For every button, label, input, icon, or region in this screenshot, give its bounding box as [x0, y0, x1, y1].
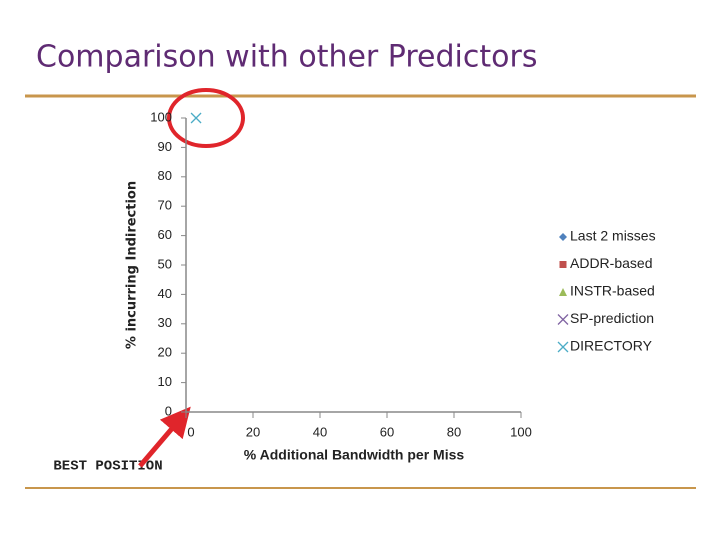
x-tick-label: 60 — [380, 424, 394, 439]
x-tick-label: 0 — [187, 424, 194, 439]
y-tick-label: 10 — [158, 374, 172, 389]
legend-label: ADDR-based — [570, 255, 652, 271]
y-tick-label: 40 — [158, 286, 172, 301]
legend-marker — [557, 314, 569, 325]
legend-marker — [559, 233, 567, 241]
y-tick-label: 20 — [158, 345, 172, 360]
legend-marker — [559, 261, 567, 268]
legend-label: Last 2 misses — [570, 228, 656, 244]
y-tick-label: 30 — [158, 315, 172, 330]
y-tick-label: 0 — [165, 403, 172, 418]
x-tick-label: 40 — [313, 424, 327, 439]
arrow — [138, 406, 191, 468]
annotation: BEST POSITION — [53, 459, 162, 475]
slide-title: Comparison with other Predictors — [36, 40, 537, 75]
y-tick-label: 60 — [158, 227, 172, 242]
y-tick-label: 50 — [158, 256, 172, 271]
legend-label: INSTR-based — [570, 283, 655, 299]
x-tick-label: 100 — [510, 424, 532, 439]
x-tick-label: 20 — [246, 424, 260, 439]
x-axis-label: % Additional Bandwidth per Miss — [244, 447, 465, 463]
y-tick-label: 90 — [158, 139, 172, 154]
y-tick-label: 70 — [158, 198, 172, 213]
legend-label: DIRECTORY — [570, 338, 653, 354]
y-tick-label: 80 — [158, 168, 172, 183]
highlight-circle — [167, 88, 245, 148]
legend-label: SP-prediction — [570, 310, 654, 326]
x-tick-label: 80 — [447, 424, 461, 439]
y-tick-label: 100 — [150, 109, 172, 124]
y-axis-label: % incurring Indirection — [125, 181, 140, 349]
legend-marker — [559, 288, 567, 296]
legend-marker — [557, 341, 569, 353]
data-point — [190, 112, 202, 124]
